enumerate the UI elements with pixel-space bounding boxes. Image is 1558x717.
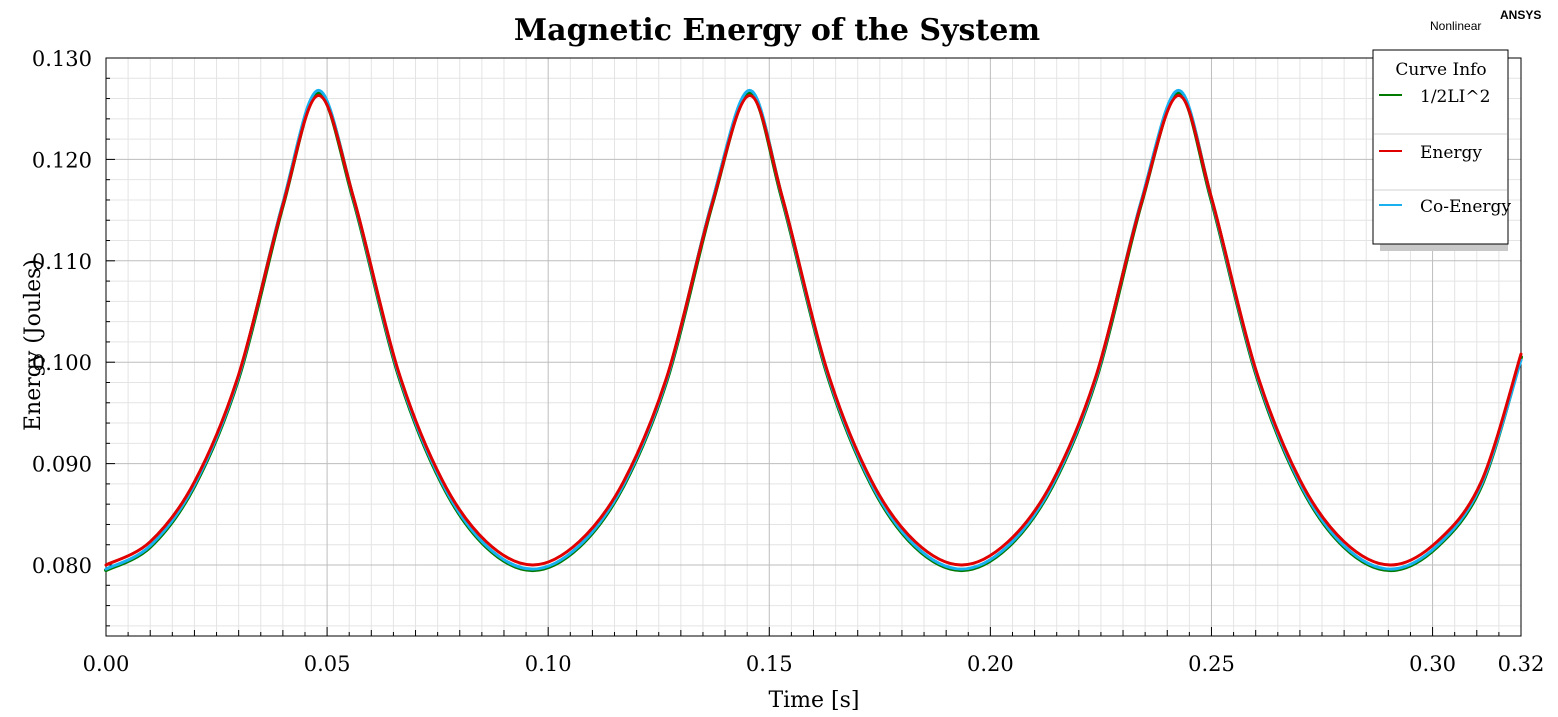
x-tick-label: 0.05 — [304, 652, 351, 676]
series-line-energy — [104, 94, 1523, 567]
grid — [105, 57, 1522, 636]
y-tick-label: 0.090 — [32, 453, 92, 477]
y-tick-label: 0.110 — [32, 250, 92, 274]
y-axis-label: Energy (Joules) — [21, 259, 46, 431]
x-tick-label: 0.20 — [967, 652, 1014, 676]
tick-marks — [105, 57, 1522, 636]
plot-area — [104, 88, 1523, 573]
legend-item-label: Energy — [1420, 143, 1482, 163]
x-axis-label: Time [s] — [768, 688, 859, 713]
chart-title: Magnetic Energy of the System — [514, 13, 1040, 48]
x-tick-label: 0.30 — [1409, 652, 1456, 676]
y-tick-label: 0.100 — [32, 351, 92, 375]
legend-box — [1372, 49, 1509, 245]
y-tick-label: 0.130 — [32, 47, 92, 71]
x-tick-label: 0.10 — [525, 652, 572, 676]
legend-title: Curve Info — [1395, 60, 1486, 80]
brand-label: ANSYS — [1500, 8, 1541, 22]
tick-labels: 0.00 0.05 0.10 0.15 0.20 0.25 0.30 0.32 0.080 0.0… — [32, 47, 1545, 676]
y-tick-label: 0.080 — [32, 554, 92, 578]
legend-item-label: 1/2LI^2 — [1420, 87, 1490, 107]
x-tick-label: 0.00 — [83, 652, 130, 676]
x-tick-label: 0.15 — [746, 652, 793, 676]
y-tick-label: 0.120 — [32, 148, 92, 172]
legend-item-label: Co-Energy — [1420, 197, 1511, 217]
legend: Curve Info 1/2LI^2 Energy Co-Energy — [1372, 49, 1511, 251]
x-tick-label: 0.32 — [1498, 652, 1545, 676]
mode-label: Nonlinear — [1430, 19, 1481, 33]
x-tick-label: 0.25 — [1188, 652, 1235, 676]
